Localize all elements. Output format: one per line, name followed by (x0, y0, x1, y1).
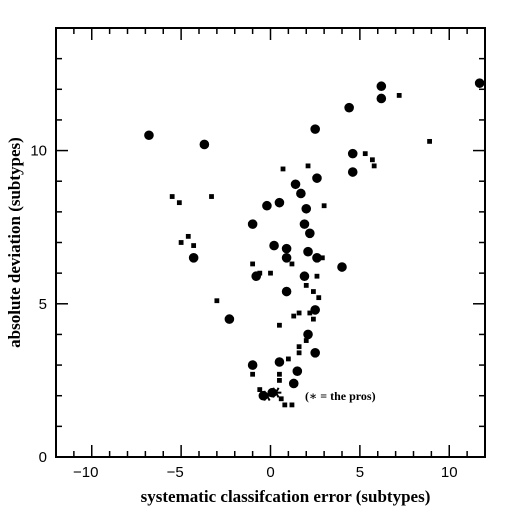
data-point-large (310, 124, 320, 134)
data-point-small (280, 166, 286, 172)
data-point-large (288, 378, 299, 389)
data-point-small (310, 289, 316, 294)
data-point-large (281, 253, 292, 263)
data-point-small (257, 270, 263, 276)
data-point-small (289, 261, 295, 267)
data-point-small (396, 93, 402, 98)
data-point-small (319, 255, 325, 261)
data-point-small (310, 316, 316, 322)
data-point-small (316, 295, 322, 301)
x-tick-label: 0 (266, 464, 274, 481)
data-point-small (321, 203, 327, 209)
data-point-small (169, 194, 175, 199)
data-point-large (281, 286, 292, 297)
data-point-pro (261, 390, 273, 401)
data-point-small (278, 396, 284, 402)
data-point-small (303, 282, 309, 288)
data-point-small (296, 310, 302, 316)
data-point-large (376, 93, 387, 104)
data-point-large (262, 200, 272, 211)
pros-annotation: (∗ = the pros) (305, 389, 376, 403)
data-point-large (247, 219, 258, 229)
data-point-small (371, 163, 377, 169)
data-point-large (224, 314, 235, 324)
data-point-small (185, 233, 191, 239)
data-point-large (144, 130, 154, 141)
data-point-pro (270, 387, 282, 398)
data-point-large (290, 179, 301, 190)
data-point-small (176, 200, 182, 206)
data-point-small (209, 194, 214, 199)
y-tick-label: 5 (39, 296, 47, 313)
asterisk-stroke (272, 387, 280, 398)
data-point-large (344, 102, 354, 113)
x-tick-label: 10 (441, 464, 458, 481)
data-point-large (312, 173, 322, 183)
data-point-small (289, 402, 295, 408)
data-point-large (347, 148, 358, 159)
data-points-group (144, 78, 485, 408)
data-point-large (274, 197, 285, 208)
data-point-large (376, 81, 387, 92)
data-point-small (296, 350, 302, 356)
asterisk-stroke (263, 390, 271, 401)
y-tick-label: 10 (30, 143, 47, 160)
data-point-large (474, 78, 485, 88)
data-point-small (291, 313, 297, 319)
data-point-small (282, 402, 288, 408)
data-point-large (188, 253, 199, 263)
data-point-small (268, 270, 273, 276)
data-point-small (277, 377, 282, 383)
data-point-small (250, 261, 256, 267)
data-point-small (314, 273, 320, 279)
data-point-large (274, 357, 285, 367)
data-point-small (178, 240, 184, 245)
data-point-small (277, 322, 282, 328)
x-tick-label: −10 (73, 464, 98, 481)
data-point-small (307, 310, 313, 316)
data-point-large (305, 228, 315, 239)
data-point-small (214, 298, 220, 304)
data-point-large (310, 348, 320, 358)
data-point-small (250, 371, 256, 377)
data-point-small (285, 356, 291, 362)
data-point-small (257, 387, 263, 392)
data-point-large (299, 219, 310, 229)
x-axis-label: systematic classifcation error (subtypes… (141, 487, 431, 506)
data-point-large (303, 329, 313, 340)
data-point-large (292, 366, 303, 377)
x-tick-label: −5 (167, 464, 184, 481)
data-point-large (337, 262, 347, 272)
data-point-small (296, 344, 302, 350)
data-point-large (247, 360, 258, 370)
data-point-small (427, 138, 432, 144)
data-point-large (281, 243, 292, 254)
data-point-large (299, 271, 310, 282)
data-point-small (369, 157, 375, 163)
data-point-large (310, 305, 320, 315)
data-point-small (303, 338, 309, 343)
ticks-group: −10 −5 0 5 10 0 5 10 (30, 27, 486, 481)
data-point-large (269, 240, 279, 251)
x-tick-label: 5 (356, 464, 364, 481)
data-point-large (347, 167, 358, 177)
data-point-small (277, 371, 282, 377)
data-point-large (301, 203, 312, 214)
data-point-small (191, 243, 197, 248)
data-point-large (199, 139, 210, 150)
data-point-large (303, 246, 313, 257)
data-point-small (305, 163, 311, 169)
y-axis-label: absolute deviation (subtypes) (5, 137, 24, 348)
data-point-small (362, 151, 368, 157)
data-point-large (296, 188, 306, 199)
y-tick-label: 0 (39, 449, 47, 466)
